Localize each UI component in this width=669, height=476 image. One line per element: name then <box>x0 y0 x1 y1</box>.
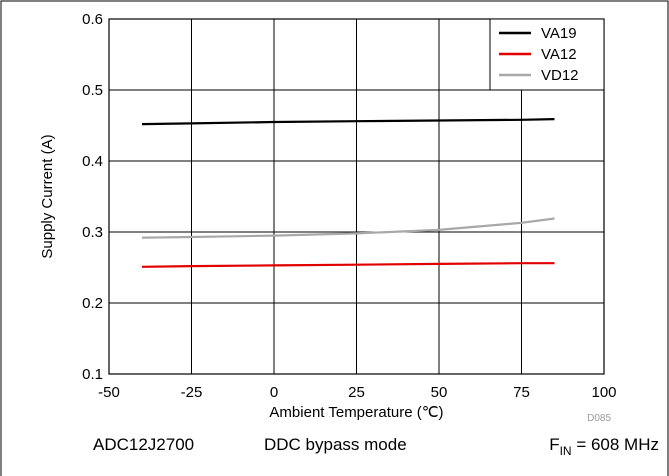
y-tick-label: 0.6 <box>82 11 103 28</box>
y-axis-title: Supply Current (A) <box>39 134 56 258</box>
y-tick-label: 0.1 <box>82 366 103 383</box>
y-tick-label: 0.5 <box>82 82 103 99</box>
caption-device: ADC12J2700 <box>93 435 194 454</box>
caption-fin-value: = 608 MHz <box>572 435 659 454</box>
x-tick-label: -50 <box>98 384 120 401</box>
figure-code-label: D085 <box>587 413 611 424</box>
y-tick-label: 0.2 <box>82 295 103 312</box>
x-axis-title: Ambient Temperature (℃) <box>269 404 443 421</box>
y-tick-label: 0.4 <box>82 153 103 170</box>
caption-input-frequency: FIN = 608 MHz <box>549 435 659 458</box>
caption-fin-prefix: F <box>549 435 559 454</box>
tick-labels: -50 -25 0 25 50 75 100 0.1 0.2 0.3 0.4 0.5 0.6 <box>82 11 616 401</box>
legend-label: VD12 <box>541 67 579 84</box>
x-tick-label: 25 <box>348 384 365 401</box>
caption-fin-subscript: IN <box>560 444 572 458</box>
series-line-va12 <box>141 262 555 268</box>
x-tick-label: 100 <box>591 384 616 401</box>
x-tick-label: 0 <box>270 384 278 401</box>
series-line-va19 <box>141 118 555 126</box>
caption-mode: DDC bypass mode <box>264 435 407 454</box>
series-layer <box>141 118 555 268</box>
x-tick-label: 75 <box>513 384 530 401</box>
plot-frame <box>108 18 605 375</box>
x-tick-label: -25 <box>181 384 203 401</box>
series-line-vd12 <box>141 217 555 239</box>
y-tick-label: 0.3 <box>82 224 103 241</box>
x-tick-label: 50 <box>431 384 448 401</box>
legend-label: VA19 <box>541 25 577 42</box>
legend: VA19 VA12 VD12 <box>489 18 605 91</box>
legend-label: VA12 <box>541 46 577 63</box>
